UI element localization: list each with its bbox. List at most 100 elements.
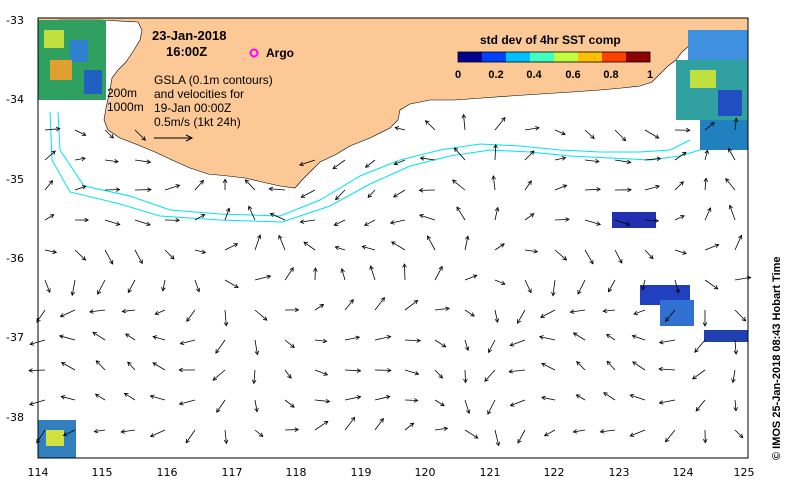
velocity-arrow-head-icon <box>603 392 608 397</box>
velocity-arrow <box>552 279 556 296</box>
velocity-arrow-head-icon <box>424 120 430 125</box>
annotation-line4: 0.5m/s (1kt 24h) <box>154 115 241 129</box>
velocity-arrow <box>732 369 736 383</box>
velocity-arrow-head-icon <box>427 235 432 241</box>
velocity-arrow-head-icon <box>154 310 160 315</box>
velocity-arrow-head-icon <box>543 432 549 437</box>
y-tick-label: -37 <box>6 331 24 344</box>
velocity-arrow <box>367 189 376 198</box>
velocity-arrow-head-icon <box>707 207 712 212</box>
velocity-arrow-head-icon <box>325 398 331 404</box>
velocity-arrow <box>576 394 586 401</box>
velocity-arrow-head-icon <box>694 348 699 353</box>
velocity-arrow <box>464 236 469 251</box>
velocity-arrow <box>95 360 106 371</box>
velocity-arrow-head-icon <box>161 286 166 292</box>
velocity-arrow-head-icon <box>355 335 361 341</box>
velocity-arrow-head-icon <box>473 434 479 439</box>
velocity-arrow-head-icon <box>713 285 719 290</box>
velocity-arrow <box>374 396 390 401</box>
velocity-arrow-head-icon <box>409 422 415 428</box>
velocity-arrow-head-icon <box>702 438 708 444</box>
velocity-arrow <box>314 399 330 402</box>
velocity-arrow <box>419 214 436 221</box>
velocity-arrow-head-icon <box>682 250 687 255</box>
velocity-arrow <box>186 309 196 322</box>
velocity-arrow-head-icon <box>577 289 582 295</box>
velocity-arrow-head-icon <box>81 185 87 190</box>
velocity-arrow <box>124 393 136 401</box>
velocity-arrow-head-icon <box>438 265 443 271</box>
velocity-arrow <box>404 422 414 431</box>
velocity-arrow <box>404 264 406 281</box>
velocity-arrow-head-icon <box>561 130 566 136</box>
velocity-arrow-head-icon <box>414 371 420 376</box>
velocity-arrow-head-icon <box>618 259 623 264</box>
velocity-arrow <box>614 219 630 226</box>
velocity-arrow <box>404 369 419 375</box>
velocity-arrow-head-icon <box>223 439 229 445</box>
velocity-arrow-head-icon <box>266 274 272 280</box>
velocity-arrow <box>540 309 556 318</box>
velocity-arrow-head-icon <box>402 263 407 268</box>
velocity-arrow <box>494 309 499 323</box>
x-tick-label: 125 <box>734 466 755 479</box>
velocity-arrow <box>334 219 346 226</box>
velocity-arrow <box>554 157 566 161</box>
velocity-arrow <box>734 399 737 411</box>
velocity-arrow <box>420 157 436 161</box>
velocity-arrow <box>29 399 46 406</box>
velocity-arrow-head-icon <box>493 143 498 149</box>
velocity-arrow <box>725 178 736 191</box>
velocity-arrow <box>630 394 646 401</box>
velocity-arrow-head-icon <box>58 334 64 339</box>
velocity-arrow <box>162 279 166 291</box>
velocity-arrow-head-icon <box>500 243 505 248</box>
velocity-arrow <box>254 309 268 321</box>
velocity-arrow <box>44 150 56 161</box>
velocity-arrow <box>704 122 715 131</box>
velocity-arrow-head-icon <box>127 361 132 367</box>
velocity-arrow <box>494 144 497 161</box>
velocity-arrow <box>644 249 654 260</box>
velocity-arrow-head-icon <box>540 313 545 318</box>
velocity-arrow <box>674 151 687 161</box>
velocity-arrow-head-icon <box>626 159 632 165</box>
velocity-arrows <box>28 113 752 447</box>
velocity-arrow-head-icon <box>508 369 513 374</box>
velocity-arrow-head-icon <box>152 335 158 340</box>
velocity-arrow-head-icon <box>223 321 229 327</box>
velocity-arrow <box>395 127 406 131</box>
velocity-arrow-head-icon <box>138 259 143 265</box>
velocity-arrow-head-icon <box>631 334 637 339</box>
velocity-arrow-head-icon <box>575 394 581 399</box>
velocity-arrow <box>71 279 76 296</box>
velocity-arrow-head-icon <box>120 429 126 434</box>
velocity-arrow-head-icon <box>92 331 98 337</box>
velocity-arrow <box>300 189 316 198</box>
velocity-arrow-head-icon <box>363 221 369 226</box>
velocity-arrow <box>584 219 601 225</box>
velocity-arrow <box>614 249 623 264</box>
velocity-arrow-head-icon <box>443 426 449 431</box>
velocity-arrow <box>152 336 166 341</box>
velocity-arrow-head-icon <box>356 368 362 373</box>
velocity-arrow-head-icon <box>216 408 221 413</box>
velocity-arrow <box>224 208 230 221</box>
velocity-arrow-head-icon <box>419 156 425 161</box>
velocity-arrow <box>95 393 106 401</box>
velocity-arrow-head-icon <box>287 374 292 379</box>
velocity-arrow-head-icon <box>52 249 58 254</box>
y-axis: -33 -34 -35 -36 -37 -38 <box>6 14 24 424</box>
velocity-arrow-head-icon <box>262 316 268 321</box>
velocity-arrow <box>674 249 687 255</box>
velocity-arrow-head-icon <box>704 149 709 155</box>
velocity-arrow <box>300 219 316 223</box>
velocity-arrow <box>494 429 500 446</box>
velocity-arrow <box>524 213 535 221</box>
velocity-arrow-head-icon <box>465 235 470 241</box>
velocity-arrow-head-icon <box>654 218 660 223</box>
velocity-arrow <box>644 185 660 191</box>
velocity-arrow <box>29 369 46 371</box>
velocity-arrow-head-icon <box>529 150 535 155</box>
